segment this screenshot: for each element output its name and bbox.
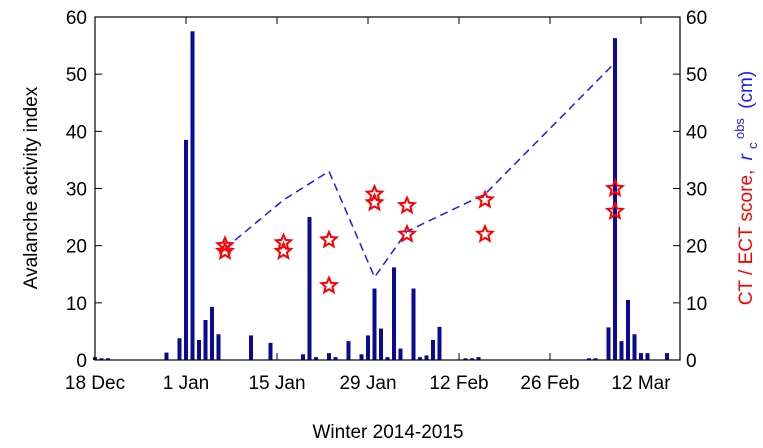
y-tick-label: 30 xyxy=(66,180,87,201)
y-tick-label: 60 xyxy=(66,8,87,29)
y2-tick-label: 40 xyxy=(686,122,707,143)
x-tick-label: 12 Mar xyxy=(611,373,671,394)
bar xyxy=(190,31,195,361)
bar xyxy=(333,357,338,360)
x-axis-label: Winter 2014-2015 xyxy=(312,422,463,443)
bar xyxy=(379,328,383,360)
bar xyxy=(203,319,208,360)
bar xyxy=(268,342,273,360)
bar xyxy=(197,339,201,360)
bar xyxy=(216,334,221,360)
bar xyxy=(249,335,253,360)
bar xyxy=(476,357,481,360)
star-marker xyxy=(604,177,626,198)
bar xyxy=(626,299,630,360)
y2-label-part: CT / ECT score, xyxy=(736,170,757,306)
bar xyxy=(327,353,331,360)
star-marker xyxy=(474,223,496,243)
star-marker xyxy=(273,232,294,252)
bar xyxy=(359,354,364,360)
y2-label-part: (cm) xyxy=(736,71,757,109)
bar xyxy=(366,335,370,360)
plot-frame xyxy=(94,16,681,361)
x-tick-label: 12 Feb xyxy=(429,373,488,394)
bar xyxy=(385,357,390,360)
bar xyxy=(106,358,110,360)
y2-tick-label: 30 xyxy=(686,180,707,201)
star-marker xyxy=(318,229,340,249)
x-tick-label: 29 Jan xyxy=(339,373,396,394)
bar xyxy=(314,357,318,360)
bar xyxy=(606,327,611,360)
y2-tick-label: 20 xyxy=(686,237,707,258)
bar xyxy=(346,341,351,360)
star-marker xyxy=(273,240,294,260)
star-marker xyxy=(474,189,496,209)
bar xyxy=(177,338,182,360)
y2-axis-label: CT / ECT score, r c obs (cm) xyxy=(728,71,762,305)
y2-label-part: r xyxy=(736,153,757,160)
y2-tick-label: 50 xyxy=(686,65,707,86)
bar xyxy=(665,353,669,360)
x-tick-label: 1 Jan xyxy=(163,373,209,394)
bar xyxy=(99,358,104,360)
bar xyxy=(411,288,416,360)
y2-tick-label: 10 xyxy=(686,294,707,315)
star-marker xyxy=(214,235,236,255)
x-tick-label: 26 Feb xyxy=(520,373,579,394)
x-tick-label: 15 Jan xyxy=(248,373,305,394)
star-marker xyxy=(396,223,418,243)
star-marker xyxy=(604,200,626,220)
star-marker xyxy=(364,192,385,212)
bar xyxy=(619,341,624,360)
y2-tick-label: 60 xyxy=(686,8,707,29)
y2-label-part: c xyxy=(745,142,760,149)
bar xyxy=(613,38,617,360)
bar xyxy=(437,326,442,360)
star-marker xyxy=(396,195,418,215)
y-tick-label: 50 xyxy=(66,65,87,86)
bar xyxy=(463,358,468,360)
bar xyxy=(307,217,312,360)
y-axis-label: Avalanche activity index xyxy=(21,86,42,289)
bar xyxy=(593,358,598,360)
bar xyxy=(418,357,422,360)
bar xyxy=(639,353,643,360)
star-marker xyxy=(364,183,385,203)
bar xyxy=(210,306,214,360)
y2-label-part: obs xyxy=(732,118,747,139)
bar xyxy=(632,334,637,360)
bar xyxy=(301,354,305,360)
y-tick-label: 0 xyxy=(76,351,87,372)
y-tick-label: 20 xyxy=(66,237,87,258)
bar xyxy=(392,267,396,360)
bar xyxy=(587,358,591,360)
bar xyxy=(645,353,650,360)
bar xyxy=(431,339,435,360)
y-tick-label: 10 xyxy=(66,294,87,315)
y-tick-label: 40 xyxy=(66,122,87,143)
star-marker xyxy=(318,275,340,295)
x-tick-label: 18 Dec xyxy=(65,373,125,394)
bar xyxy=(470,358,474,360)
bar xyxy=(398,348,403,360)
bar xyxy=(164,352,169,360)
bar xyxy=(184,139,188,360)
star-marker xyxy=(214,240,236,260)
y2-tick-label: 0 xyxy=(686,351,697,372)
bar xyxy=(424,355,429,360)
bar xyxy=(372,288,377,360)
